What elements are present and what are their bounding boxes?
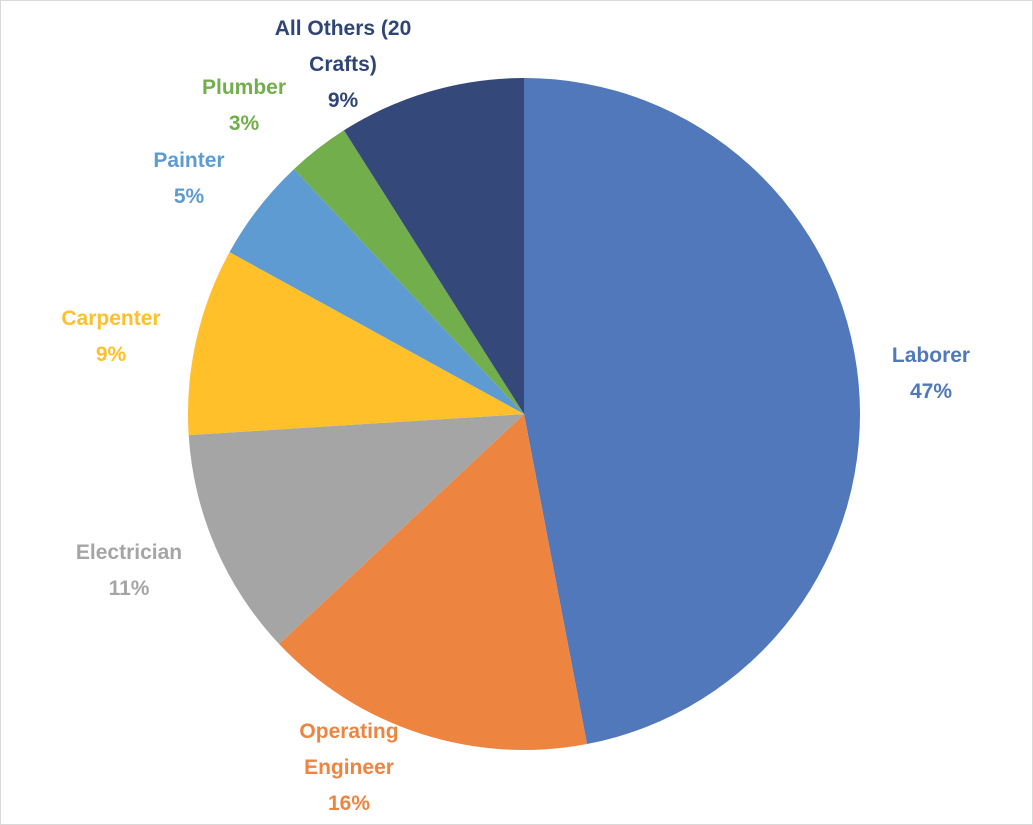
value-label: 11% — [108, 577, 150, 600]
pie-slice — [188, 414, 524, 645]
value-label: 3% — [228, 112, 260, 135]
slice-label: Carpenter 9% — [31, 301, 191, 373]
category-label: Operating Engineer — [299, 720, 399, 779]
slice-label: Laborer 47% — [861, 338, 1001, 410]
value-label: 9% — [95, 343, 127, 366]
pie-slice — [229, 169, 524, 414]
value-label: 5% — [173, 185, 205, 208]
category-label: Laborer — [891, 344, 971, 367]
pie-slice — [279, 414, 587, 750]
category-label: All Others (20 Crafts) — [274, 17, 412, 76]
slice-label: Electrician 11% — [49, 535, 209, 607]
value-label: 47% — [909, 380, 953, 403]
slice-label: Operating Engineer 16% — [284, 714, 414, 822]
pie-slice — [293, 130, 524, 414]
slice-label: Painter 5% — [119, 143, 259, 215]
slice-label: All Others (20 Crafts) 9% — [248, 11, 438, 119]
pie-slice — [188, 252, 525, 436]
category-label: Electrician — [75, 541, 183, 564]
pie-slice — [343, 78, 524, 414]
pie-slice — [524, 78, 860, 745]
value-label: 16% — [327, 792, 371, 815]
value-label: 9% — [327, 89, 359, 112]
category-label: Painter — [153, 149, 225, 172]
category-label: Plumber — [201, 76, 287, 99]
category-label: Carpenter — [61, 307, 161, 330]
slice-label: Plumber 3% — [174, 70, 314, 142]
